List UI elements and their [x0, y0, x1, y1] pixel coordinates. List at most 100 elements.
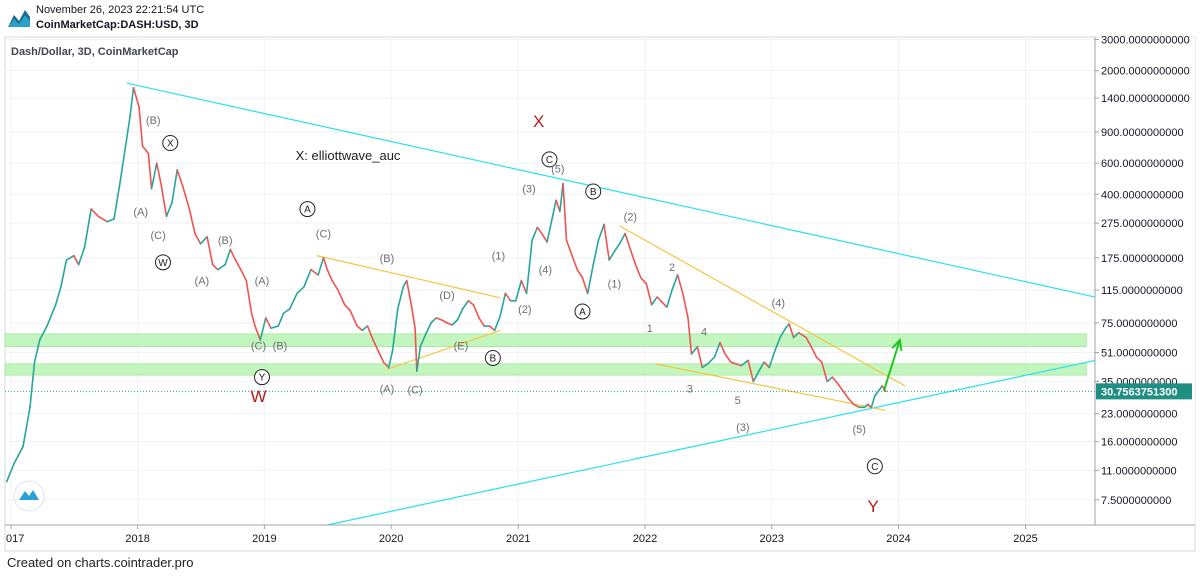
price-segment — [571, 254, 579, 271]
price-segment — [671, 274, 679, 291]
price-segment — [779, 327, 787, 339]
price-segment — [288, 292, 298, 310]
price-segment — [72, 254, 80, 266]
y-tick-label: 75.0000000000 — [1101, 318, 1177, 330]
chart-header: November 26, 2023 22:21:54 UTC CoinMarke… — [0, 0, 1200, 36]
price-segment — [377, 350, 385, 363]
price-segment — [188, 208, 196, 235]
price-segment — [331, 279, 339, 291]
price-segment — [259, 317, 267, 341]
snapshot-datetime: November 26, 2023 22:21:54 UTC — [36, 4, 205, 16]
trendline-triangle-lower — [386, 329, 501, 370]
wave-label: (A) — [255, 276, 270, 288]
price-segment — [656, 296, 664, 304]
wave-label: 4 — [701, 327, 707, 339]
wave-circle — [484, 349, 501, 366]
price-segment — [171, 169, 179, 204]
wave-label: (A) — [195, 276, 210, 288]
y-tick-label: 1400.0000000000 — [1101, 93, 1190, 105]
price-segment — [138, 105, 144, 147]
y-tick-label: 7.5000000000 — [1101, 495, 1171, 507]
price-segment — [234, 259, 242, 271]
price-segment — [129, 87, 135, 118]
wave-circle-label: W — [158, 258, 168, 269]
x-tick-label: 2020 — [379, 533, 403, 545]
major-wave-label: X — [533, 112, 544, 131]
price-segment — [559, 182, 564, 213]
wave-annotations: X: elliottwave_aucXWYXWAYBCBAC(B)(A)(C)(… — [133, 112, 883, 516]
wave-circle — [253, 369, 270, 386]
price-segment — [372, 339, 380, 352]
price-segment — [788, 323, 795, 339]
price-segment — [239, 268, 248, 282]
wave-label: (1) — [608, 279, 621, 291]
price-segment — [343, 303, 351, 312]
price-chart[interactable]: X: elliottwave_aucXWYXWAYBCBAC(B)(A)(C)(… — [0, 36, 1200, 552]
price-segment — [592, 239, 600, 266]
wave-label: (B) — [273, 340, 288, 352]
x-tick-label: 2025 — [1013, 533, 1037, 545]
price-segment — [472, 303, 480, 319]
price-segment — [211, 263, 219, 271]
y-tick-label: 51.0000000000 — [1101, 348, 1177, 360]
price-segment — [531, 226, 539, 242]
price-segment — [478, 317, 485, 327]
price-segment — [5, 462, 15, 483]
wave-label: 3 — [687, 383, 693, 395]
price-segment — [199, 236, 208, 245]
chart-title: Dash/Dollar, 3D, CoinMarketCap — [11, 46, 179, 58]
trendline-triangle-upper — [316, 255, 501, 299]
price-segment — [792, 331, 800, 339]
price-segment — [77, 246, 86, 266]
price-segment — [504, 292, 512, 302]
y-axis-panel — [1095, 37, 1195, 525]
price-segment — [676, 274, 684, 295]
price-segment — [650, 296, 658, 306]
price-segment — [551, 199, 557, 218]
price-segment — [603, 223, 611, 261]
price-segment — [707, 356, 716, 365]
price-segment — [405, 279, 413, 306]
trendline-wedge-upper — [619, 225, 906, 387]
price-segment — [842, 389, 850, 400]
price-segment — [690, 345, 699, 355]
wave-circle — [541, 151, 558, 168]
price-segment — [155, 162, 163, 187]
price-segment — [132, 87, 140, 108]
wave-circle-label: B — [590, 187, 597, 198]
price-segment — [65, 254, 75, 261]
wave-label: (C) — [251, 340, 266, 352]
price-segment — [419, 333, 427, 348]
wave-label: (4) — [539, 265, 552, 277]
wave-label: 1 — [647, 323, 653, 335]
wave-circle-label: B — [490, 353, 497, 364]
wave-label: (4) — [772, 297, 785, 309]
wave-label: (B) — [146, 115, 161, 127]
price-segment — [391, 308, 399, 352]
tradingview-badge-icon[interactable] — [13, 480, 45, 512]
y-tick-label: 11.0000000000 — [1101, 465, 1177, 477]
price-segment — [634, 263, 642, 279]
price-segment — [608, 250, 616, 261]
price-segment — [847, 397, 855, 406]
wave-label: (E) — [454, 340, 469, 352]
price-segment — [349, 309, 358, 327]
price-segment — [565, 239, 573, 257]
wave-circle — [162, 134, 179, 151]
footer-credit: Created on charts.cointrader.pro — [7, 555, 194, 570]
price-segment — [613, 242, 621, 253]
wave-label: (3) — [736, 422, 749, 434]
price-segment — [97, 215, 108, 223]
price-segment — [254, 325, 262, 341]
price-segment — [798, 331, 807, 339]
price-segment — [440, 319, 448, 324]
x-tick-label: 017 — [6, 533, 24, 545]
last-price-box — [1096, 383, 1192, 400]
wave-circle — [585, 183, 602, 200]
price-segment — [629, 248, 637, 266]
annotation-note: X: elliottwave_auc — [296, 148, 401, 163]
price-segment — [38, 325, 48, 341]
wave-label: (5) — [551, 163, 564, 175]
x-tick-label: 2018 — [125, 533, 149, 545]
price-segment — [90, 208, 100, 218]
